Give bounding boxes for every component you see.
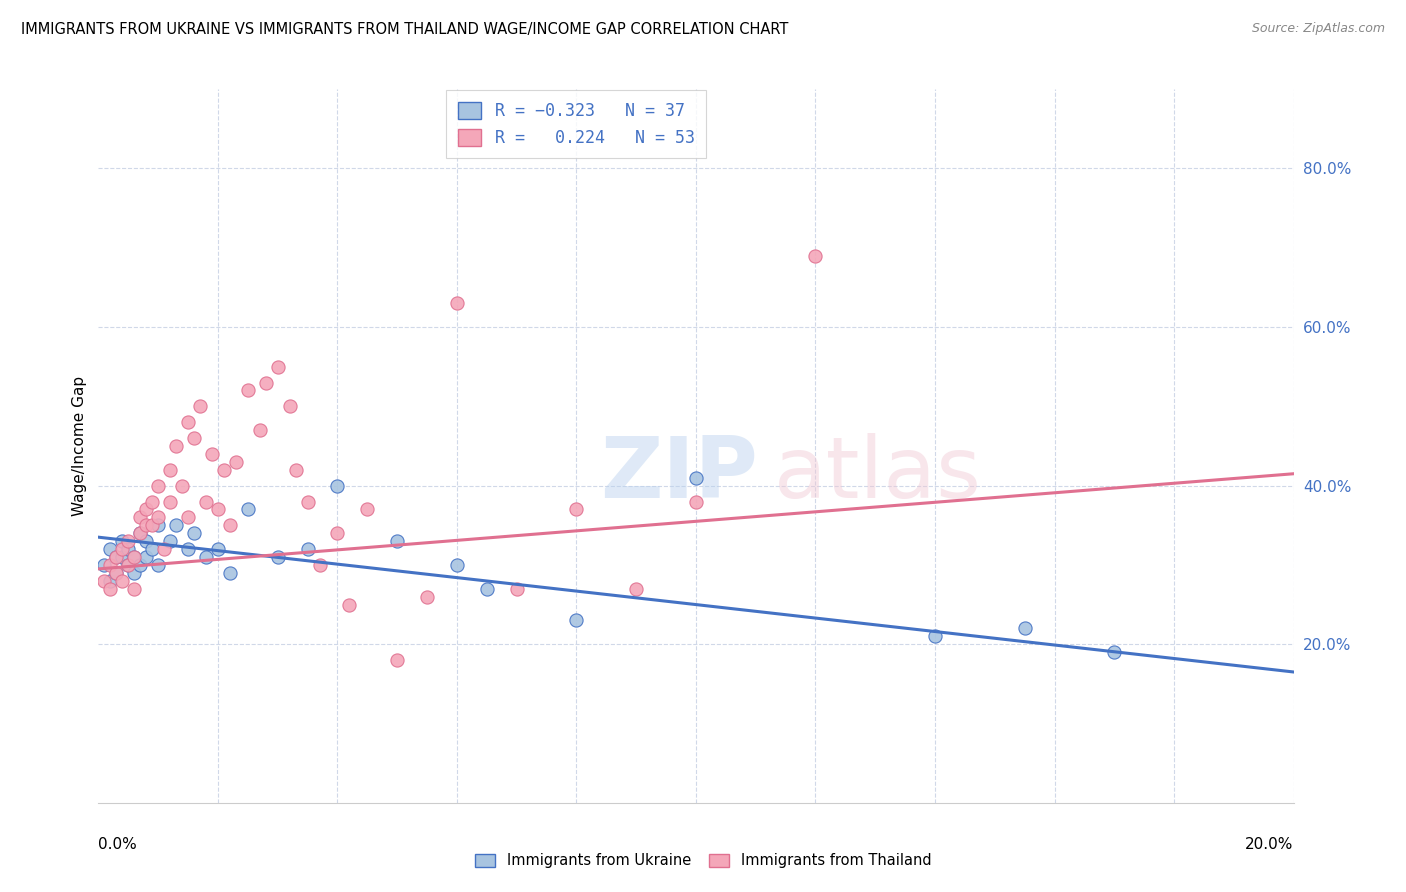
Point [297,542,319,557]
Point [117,542,139,557]
Point [105,549,128,564]
Point [326,526,349,541]
Point [129,558,152,572]
Point [183,431,205,445]
Point [254,376,277,390]
Point [124,566,146,580]
Point [188,400,211,414]
Point [212,463,235,477]
Point [207,542,229,557]
Point [105,566,128,580]
Point [111,534,134,549]
Point [129,510,152,524]
Point [141,518,163,533]
Point [93,558,115,572]
Point [135,534,157,549]
Point [924,629,946,643]
Legend: Immigrants from Ukraine, Immigrants from Thailand: Immigrants from Ukraine, Immigrants from… [468,847,938,874]
Point [326,478,349,492]
Point [141,542,163,557]
Point [446,296,468,310]
Y-axis label: Wage/Income Gap: Wage/Income Gap [72,376,87,516]
Point [165,518,187,533]
Point [117,558,139,572]
Point [172,478,194,492]
Point [117,534,139,549]
Point [565,614,588,628]
Point [356,502,378,516]
Point [124,582,146,596]
Point [129,526,152,541]
Point [195,494,218,508]
Text: atlas: atlas [773,433,981,516]
Text: 20.0%: 20.0% [1246,838,1294,852]
Point [159,494,181,508]
Point [148,510,170,524]
Point [148,478,170,492]
Point [207,502,229,516]
Point [100,558,122,572]
Point [124,549,146,564]
Point [565,502,588,516]
Point [153,542,176,557]
Text: Source: ZipAtlas.com: Source: ZipAtlas.com [1251,22,1385,36]
Point [135,502,157,516]
Point [236,384,259,398]
Point [135,518,157,533]
Text: ZIP: ZIP [600,433,758,516]
Point [195,549,218,564]
Point [148,558,170,572]
Point [219,518,242,533]
Point [100,574,122,588]
Point [446,558,468,572]
Text: IMMIGRANTS FROM UKRAINE VS IMMIGRANTS FROM THAILAND WAGE/INCOME GAP CORRELATION : IMMIGRANTS FROM UKRAINE VS IMMIGRANTS FR… [21,22,789,37]
Point [236,502,259,516]
Text: 0.0%: 0.0% [98,838,138,852]
Point [308,558,330,572]
Point [165,439,187,453]
Point [159,463,181,477]
Point [148,518,170,533]
Point [135,549,157,564]
Point [267,549,290,564]
Point [475,582,498,596]
Point [385,653,409,667]
Point [804,249,827,263]
Point [105,566,128,580]
Point [416,590,439,604]
Point [141,494,163,508]
Point [177,510,200,524]
Point [339,598,360,612]
Point [100,542,122,557]
Point [267,359,290,374]
Point [177,415,200,429]
Point [297,494,319,508]
Point [685,494,707,508]
Point [105,549,128,564]
Point [225,455,247,469]
Point [385,534,409,549]
Legend: R = −0.323   N = 37, R =   0.224   N = 53: R = −0.323 N = 37, R = 0.224 N = 53 [447,90,706,159]
Point [117,558,139,572]
Point [124,549,146,564]
Point [685,471,707,485]
Point [111,549,134,564]
Point [100,582,122,596]
Point [183,526,205,541]
Point [93,574,115,588]
Point [1014,621,1036,635]
Point [284,463,307,477]
Point [129,526,152,541]
Point [111,542,134,557]
Point [1104,645,1126,659]
Point [278,400,301,414]
Point [219,566,242,580]
Point [626,582,648,596]
Point [201,447,224,461]
Point [159,534,181,549]
Point [111,574,134,588]
Point [249,423,271,437]
Point [177,542,200,557]
Point [506,582,529,596]
